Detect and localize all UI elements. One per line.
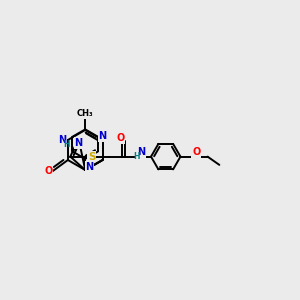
Text: S: S — [88, 152, 95, 162]
Text: N: N — [74, 138, 83, 148]
Text: N: N — [85, 162, 93, 172]
Text: CH₃: CH₃ — [77, 109, 94, 118]
Text: N: N — [98, 131, 106, 142]
Text: H: H — [63, 140, 70, 149]
Text: H: H — [134, 152, 140, 161]
Text: N: N — [58, 135, 67, 145]
Text: N: N — [137, 147, 146, 157]
Text: O: O — [44, 166, 52, 176]
Text: O: O — [116, 133, 124, 143]
Text: O: O — [192, 147, 200, 157]
